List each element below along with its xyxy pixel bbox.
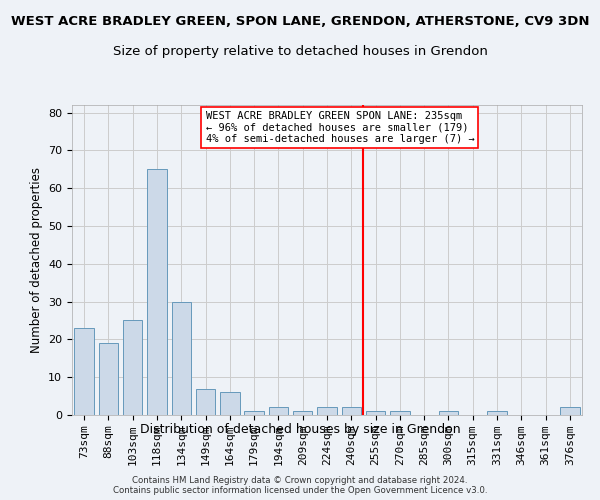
Text: WEST ACRE BRADLEY GREEN, SPON LANE, GRENDON, ATHERSTONE, CV9 3DN: WEST ACRE BRADLEY GREEN, SPON LANE, GREN… — [11, 15, 589, 28]
Bar — [172, 302, 191, 415]
Bar — [341, 408, 361, 415]
Bar — [390, 411, 410, 415]
Bar — [220, 392, 239, 415]
Bar — [74, 328, 94, 415]
Bar — [560, 408, 580, 415]
Text: Contains HM Land Registry data © Crown copyright and database right 2024.
Contai: Contains HM Land Registry data © Crown c… — [113, 476, 487, 495]
Bar — [439, 411, 458, 415]
Bar — [147, 170, 167, 415]
Bar — [317, 408, 337, 415]
Text: WEST ACRE BRADLEY GREEN SPON LANE: 235sqm
← 96% of detached houses are smaller (: WEST ACRE BRADLEY GREEN SPON LANE: 235sq… — [206, 110, 475, 144]
Bar — [269, 408, 288, 415]
Bar — [123, 320, 142, 415]
Bar — [196, 388, 215, 415]
Bar — [244, 411, 264, 415]
Text: Size of property relative to detached houses in Grendon: Size of property relative to detached ho… — [113, 45, 487, 58]
Bar — [99, 343, 118, 415]
Bar — [366, 411, 385, 415]
Bar — [487, 411, 507, 415]
Y-axis label: Number of detached properties: Number of detached properties — [29, 167, 43, 353]
Text: Distribution of detached houses by size in Grendon: Distribution of detached houses by size … — [140, 422, 460, 436]
Bar — [293, 411, 313, 415]
